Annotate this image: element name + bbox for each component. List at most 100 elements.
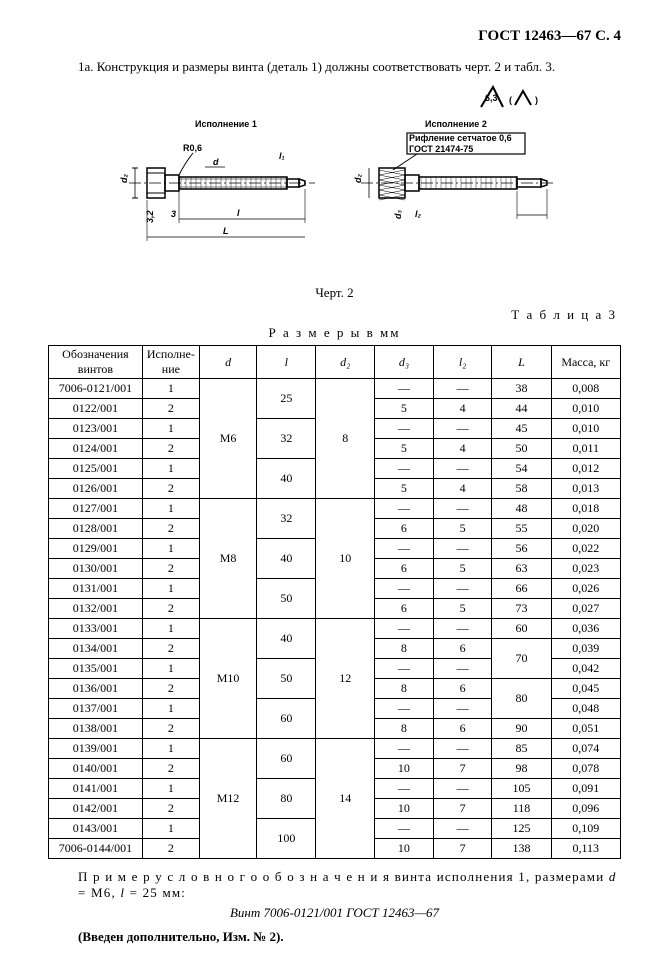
cell: 0,020 (551, 519, 621, 539)
cell: 1 (142, 779, 199, 799)
cell: М6 (199, 379, 256, 499)
cell: 0,045 (551, 679, 621, 699)
cell: 2 (142, 759, 199, 779)
cell: 10 (375, 759, 434, 779)
cell: 0,078 (551, 759, 621, 779)
cell: 70 (492, 639, 551, 679)
cell: 2 (142, 479, 199, 499)
example-line: Винт 7006-0121/001 ГОСТ 12463—67 (48, 905, 621, 921)
cell: 5 (375, 479, 434, 499)
cell: 7 (433, 759, 492, 779)
cell: — (375, 659, 434, 679)
cell: 10 (375, 799, 434, 819)
cell: 0124/001 (49, 439, 143, 459)
table-units: Р а з м е р ы в мм (48, 325, 621, 341)
cell: — (433, 739, 492, 759)
example-lead: П р и м е р у с л о в н о г о о б о з н … (78, 869, 621, 901)
cell: 1 (142, 419, 199, 439)
cell: 0130/001 (49, 559, 143, 579)
cell: 0,018 (551, 499, 621, 519)
cell: М10 (199, 619, 256, 739)
cell: 58 (492, 479, 551, 499)
cell: 0,048 (551, 699, 621, 719)
screw-drawing: 6,3()Исполнение 1R0,6dl₁d₂3,23lLИсполнен… (105, 83, 565, 283)
svg-text:d₃: d₃ (393, 210, 403, 219)
col-1: Исполне-ние (142, 346, 199, 379)
cell: 0,027 (551, 599, 621, 619)
cell: 73 (492, 599, 551, 619)
svg-text:l: l (237, 208, 240, 218)
svg-text:R0,6: R0,6 (183, 143, 202, 153)
cell: 7006-0144/001 (49, 839, 143, 859)
cell: 0122/001 (49, 399, 143, 419)
page-header: ГОСТ 12463—67 С. 4 (48, 28, 621, 45)
cell: — (375, 779, 434, 799)
intro-text: 1а. Конструкция и размеры винта (деталь … (78, 59, 621, 75)
table-title: Т а б л и ц а 3 (48, 307, 617, 323)
cell: 45 (492, 419, 551, 439)
cell: 0,010 (551, 399, 621, 419)
cell: 0,042 (551, 659, 621, 679)
cell: 0,012 (551, 459, 621, 479)
cell: 2 (142, 439, 199, 459)
cell: 1 (142, 539, 199, 559)
table-row: 7006-0121/0011М6258——380,008 (49, 379, 621, 399)
cell: 8 (375, 639, 434, 659)
cell: 2 (142, 679, 199, 699)
cell: 7006-0121/001 (49, 379, 143, 399)
cell: 32 (257, 499, 316, 539)
table-row: 0133/0011М104012——600,036 (49, 619, 621, 639)
cell: — (433, 539, 492, 559)
cell: 0140/001 (49, 759, 143, 779)
cell: — (375, 499, 434, 519)
cell: — (375, 579, 434, 599)
svg-text:ГОСТ 21474-75: ГОСТ 21474-75 (409, 144, 473, 154)
cell: 5 (375, 439, 434, 459)
cell: 6 (433, 719, 492, 739)
cell: 50 (257, 579, 316, 619)
figure-caption: Черт. 2 (48, 285, 621, 301)
cell: 0134/001 (49, 639, 143, 659)
cell: 138 (492, 839, 551, 859)
cell: М8 (199, 499, 256, 619)
cell: 0127/001 (49, 499, 143, 519)
svg-text:d₂: d₂ (353, 174, 363, 183)
svg-text:d₂: d₂ (119, 174, 129, 183)
table-body: 7006-0121/0011М6258——380,0080122/0012544… (49, 379, 621, 859)
cell: 0125/001 (49, 459, 143, 479)
cell: 5 (375, 399, 434, 419)
cell: 1 (142, 379, 199, 399)
cell: 44 (492, 399, 551, 419)
cell: 80 (492, 679, 551, 719)
cell: — (375, 539, 434, 559)
cell: 0,011 (551, 439, 621, 459)
cell: 0135/001 (49, 659, 143, 679)
svg-text:d: d (213, 157, 219, 167)
cell: 6 (375, 559, 434, 579)
cell: М12 (199, 739, 256, 859)
cell: 1 (142, 699, 199, 719)
cell: 0131/001 (49, 579, 143, 599)
svg-text:3,2: 3,2 (145, 210, 155, 223)
cell: — (433, 779, 492, 799)
col-6: l₂ (433, 346, 492, 379)
cell: 0,026 (551, 579, 621, 599)
cell: 6 (433, 639, 492, 659)
cell: — (433, 619, 492, 639)
cell: 2 (142, 519, 199, 539)
cell: — (433, 379, 492, 399)
cell: — (375, 379, 434, 399)
cell: 0137/001 (49, 699, 143, 719)
cell: 80 (257, 779, 316, 819)
cell: 40 (257, 539, 316, 579)
svg-text:): ) (535, 95, 538, 105)
cell: 2 (142, 559, 199, 579)
cell: 6 (433, 679, 492, 699)
cell: 25 (257, 379, 316, 419)
cell: 0142/001 (49, 799, 143, 819)
cell: 0,036 (551, 619, 621, 639)
col-2: d (199, 346, 256, 379)
cell: 12 (316, 619, 375, 739)
cell: 0,096 (551, 799, 621, 819)
cell: 7 (433, 799, 492, 819)
